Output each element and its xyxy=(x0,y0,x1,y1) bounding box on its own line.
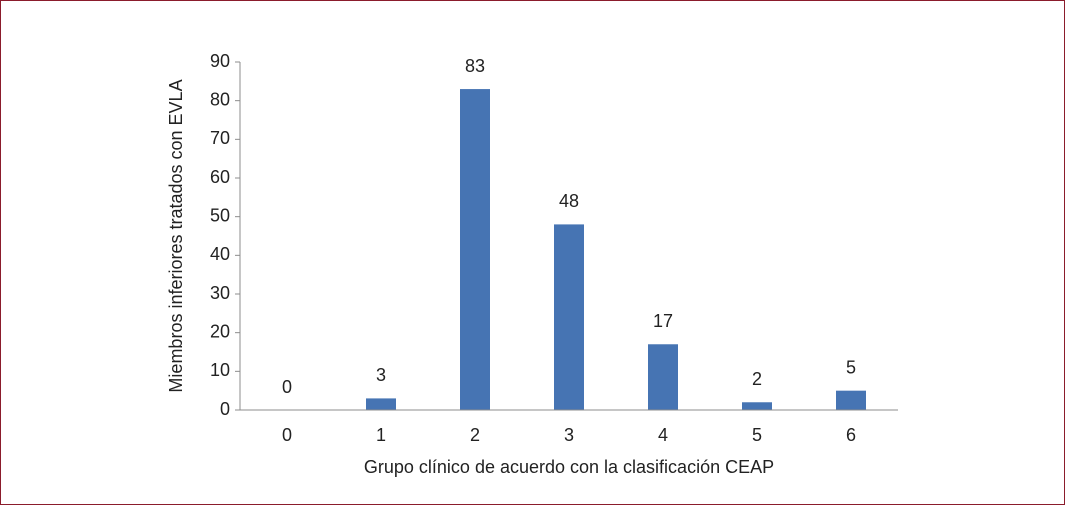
data-label: 17 xyxy=(653,311,673,331)
bar xyxy=(836,390,866,410)
y-tick-label: 20 xyxy=(210,321,230,341)
y-tick-label: 70 xyxy=(210,128,230,148)
bar xyxy=(460,89,490,411)
x-tick-label: 4 xyxy=(658,425,668,445)
bar xyxy=(366,398,396,410)
data-label: 48 xyxy=(559,191,579,211)
y-tick-label: 30 xyxy=(210,283,230,303)
y-tick-label: 80 xyxy=(210,89,230,109)
data-label: 83 xyxy=(465,56,485,76)
y-tick-label: 10 xyxy=(210,360,230,380)
y-axis-title: Miembros inferiores tratados con EVLA xyxy=(166,79,186,392)
data-label: 0 xyxy=(282,377,292,397)
y-tick-label: 50 xyxy=(210,205,230,225)
x-tick-label: 5 xyxy=(752,425,762,445)
x-tick-label: 6 xyxy=(846,425,856,445)
bar xyxy=(742,402,772,410)
bar xyxy=(554,224,584,410)
data-label: 2 xyxy=(752,369,762,389)
y-tick-label: 40 xyxy=(210,244,230,264)
x-tick-label: 0 xyxy=(282,425,292,445)
x-tick-label: 1 xyxy=(376,425,386,445)
x-axis-title: Grupo clínico de acuerdo con la clasific… xyxy=(364,457,774,477)
y-tick-label: 0 xyxy=(220,399,230,419)
bar xyxy=(648,344,678,410)
x-tick-label: 3 xyxy=(564,425,574,445)
y-tick-label: 90 xyxy=(210,51,230,71)
y-tick-label: 60 xyxy=(210,167,230,187)
data-label: 3 xyxy=(376,365,386,385)
x-tick-label: 2 xyxy=(470,425,480,445)
data-label: 5 xyxy=(846,357,856,377)
